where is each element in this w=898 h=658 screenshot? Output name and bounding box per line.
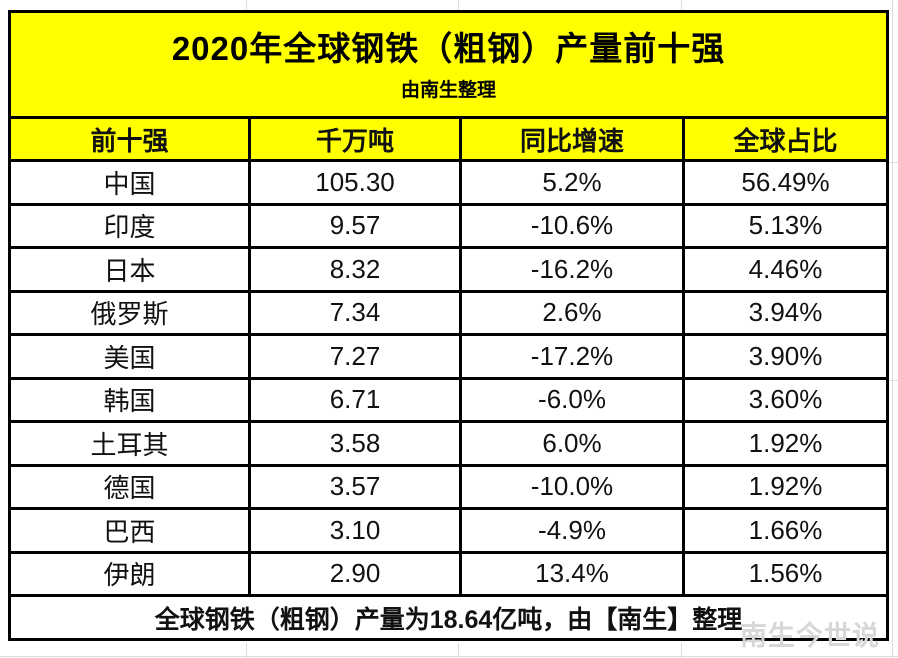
table-cell: 3.10: [248, 507, 462, 554]
table-cell: 3.58: [248, 420, 462, 467]
table-cell: 1.66%: [681, 507, 890, 554]
table-row: 德国 3.57 -10.0% 1.92%: [8, 463, 890, 510]
spreadsheet-gridline: [886, 380, 898, 381]
header-row: 前十强 千万吨 同比增速 全球占比: [8, 116, 890, 162]
table-cell: 俄罗斯: [8, 289, 251, 336]
spreadsheet-gridline: [458, 0, 459, 10]
table-cell: 7.34: [248, 289, 462, 336]
spreadsheet-gridline: [681, 0, 682, 10]
column-header-output: 千万吨: [248, 116, 462, 162]
table-cell: 9.57: [248, 202, 462, 249]
table-cell: 韩国: [8, 376, 251, 423]
spreadsheet-gridline: [458, 643, 459, 658]
table-cell: 105.30: [248, 159, 462, 206]
table-cell: -10.0%: [459, 463, 685, 510]
spreadsheet-gridline: [246, 643, 247, 658]
table-cell: 8.32: [248, 246, 462, 293]
page-subtitle: 由南生整理: [401, 80, 497, 102]
table-cell: -17.2%: [459, 333, 685, 380]
table-cell: 6.71: [248, 376, 462, 423]
steel-production-table: 2020年全球钢铁（粗钢）产量前十强 由南生整理 前十强 千万吨 同比增速 全球…: [7, 10, 890, 641]
table-cell: -16.2%: [459, 246, 685, 293]
table-row: 俄罗斯 7.34 2.6% 3.94%: [8, 289, 890, 336]
spreadsheet-gridline: [892, 0, 893, 658]
table-body: 中国 105.30 5.2% 56.49% 印度 9.57 -10.6% 5.13% 日本 8.3…: [8, 159, 890, 597]
table-cell: 5.13%: [681, 202, 890, 249]
page-title: 2020年全球钢铁（粗钢）产量前十强: [171, 29, 726, 67]
table-cell: 2.90: [248, 550, 462, 597]
table-cell: 3.57: [248, 463, 462, 510]
table-cell: 56.49%: [681, 159, 890, 206]
table-row: 美国 7.27 -17.2% 3.90%: [8, 333, 890, 380]
column-header-rank: 前十强: [8, 116, 251, 162]
spreadsheet-gridline: [0, 656, 898, 657]
table-cell: 3.90%: [681, 333, 890, 380]
table-cell: 1.92%: [681, 463, 890, 510]
footer-row: 全球钢铁（粗钢）产量为18.64亿吨，由【南生】整理: [7, 594, 890, 641]
spreadsheet-gridline: [246, 0, 247, 10]
title-row: 2020年全球钢铁（粗钢）产量前十强 由南生整理: [7, 10, 890, 119]
table-cell: 巴西: [8, 507, 251, 554]
table-cell: 4.46%: [681, 246, 890, 293]
table-row: 土耳其 3.58 6.0% 1.92%: [8, 420, 890, 467]
table-cell: 德国: [8, 463, 251, 510]
table-row: 韩国 6.71 -6.0% 3.60%: [8, 376, 890, 423]
table-row: 中国 105.30 5.2% 56.49%: [8, 159, 890, 206]
table-cell: 6.0%: [459, 420, 685, 467]
spreadsheet-gridline: [681, 643, 682, 658]
table-cell: 土耳其: [8, 420, 251, 467]
column-header-growth: 同比增速: [459, 116, 685, 162]
table-cell: -6.0%: [459, 376, 685, 423]
table-cell: 中国: [8, 159, 251, 206]
table-title-cell: 2020年全球钢铁（粗钢）产量前十强 由南生整理: [7, 10, 890, 119]
table-cell: 3.60%: [681, 376, 890, 423]
table-cell: 3.94%: [681, 289, 890, 336]
table-cell: 5.2%: [459, 159, 685, 206]
spreadsheet-gridline: [886, 162, 898, 163]
table-row: 日本 8.32 -16.2% 4.46%: [8, 246, 890, 293]
table-cell: 13.4%: [459, 550, 685, 597]
table-row: 伊朗 2.90 13.4% 1.56%: [8, 550, 890, 597]
table-cell: 1.92%: [681, 420, 890, 467]
table-cell: 印度: [8, 202, 251, 249]
column-header-share: 全球占比: [681, 116, 890, 162]
table-cell: 2.6%: [459, 289, 685, 336]
table-row: 印度 9.57 -10.6% 5.13%: [8, 202, 890, 249]
table-cell: -4.9%: [459, 507, 685, 554]
table-cell: 日本: [8, 246, 251, 293]
table-cell: 伊朗: [8, 550, 251, 597]
table-cell: -10.6%: [459, 202, 685, 249]
table-cell: 美国: [8, 333, 251, 380]
table-row: 巴西 3.10 -4.9% 1.66%: [8, 507, 890, 554]
table-cell: 1.56%: [681, 550, 890, 597]
table-cell: 7.27: [248, 333, 462, 380]
footer-note: 全球钢铁（粗钢）产量为18.64亿吨，由【南生】整理: [7, 594, 890, 641]
